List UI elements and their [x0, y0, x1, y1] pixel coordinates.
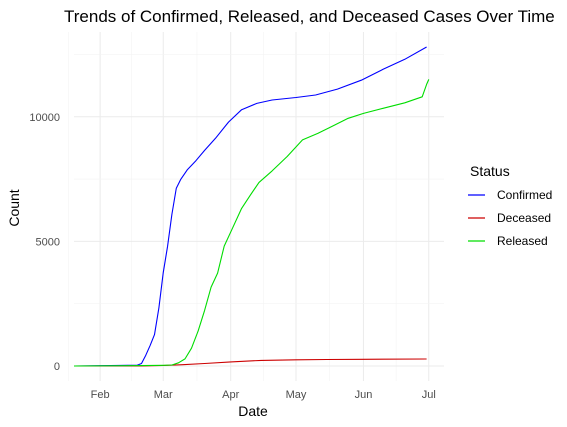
y-axis-title: Count: [6, 189, 22, 226]
legend-label-deceased: Deceased: [497, 211, 551, 225]
y-tick-label: 10000: [29, 112, 60, 124]
chart-tick-labels: Feb Mar Apr May Jun Jul 0 5000 10000: [29, 112, 435, 401]
series-line-confirmed: [73, 46, 427, 367]
legend-title: Status: [470, 163, 510, 179]
x-tick-label: Jul: [422, 389, 436, 401]
chart-series-lines: [73, 46, 430, 367]
chart-title: Trends of Confirmed, Released, and Decea…: [64, 7, 555, 26]
legend-label-confirmed: Confirmed: [497, 188, 552, 202]
y-tick-label: 0: [54, 361, 60, 373]
chart-grid: [68, 32, 444, 381]
chart-legend: Status Confirmed Deceased Released: [468, 163, 552, 248]
x-tick-label: Feb: [91, 389, 110, 401]
series-line-released: [73, 79, 430, 367]
x-axis-title: Date: [238, 403, 268, 419]
x-tick-label: Apr: [222, 389, 239, 401]
x-tick-label: Mar: [154, 389, 173, 401]
x-tick-label: Jun: [355, 389, 373, 401]
x-tick-label: May: [286, 389, 307, 401]
y-tick-label: 5000: [36, 236, 60, 248]
legend-label-released: Released: [497, 234, 548, 248]
